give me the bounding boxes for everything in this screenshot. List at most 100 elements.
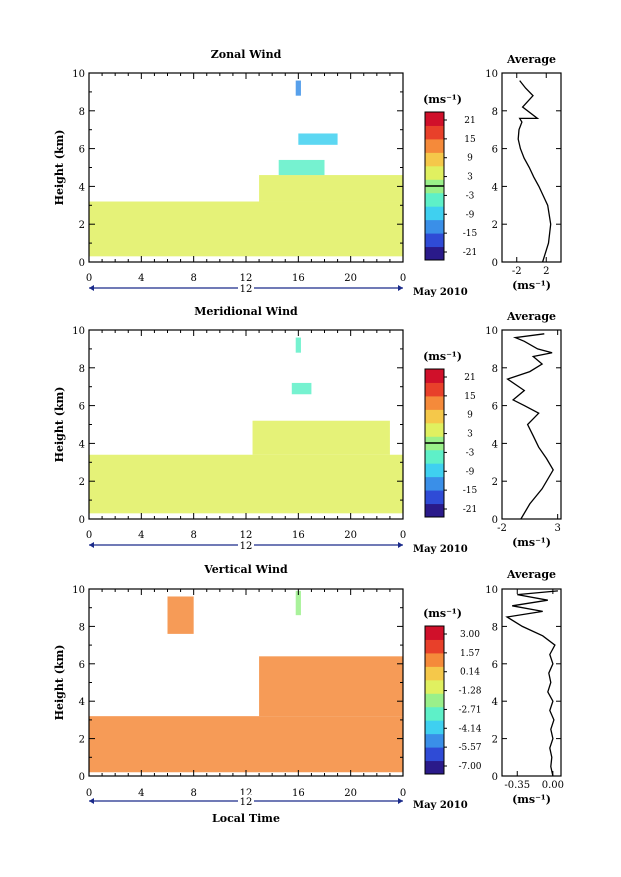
avg-x-tick-label: -2 [497,523,507,534]
avg-x-tick-label: 2 [543,266,549,277]
avg-y-tick-label: 10 [485,69,498,80]
avg-y-tick-label: 0 [492,515,498,526]
heatmap-cell [167,596,194,634]
avg-y-tick-label: 8 [492,107,498,118]
heatmap-cell [278,159,325,176]
colorbar-tick-label: 0.14 [460,668,480,678]
y-tick-label: 10 [72,326,85,337]
colorbar-swatch [425,463,444,478]
x-tick-label: 0 [86,530,92,541]
colorbar-tick-label: 1.57 [460,649,480,659]
month-label: May 2010 [413,544,468,555]
colorbar-swatch [425,760,444,775]
heatmap-cell [298,133,338,145]
heatmap-cell [89,716,403,773]
x-axis-label: Local Time [212,812,280,825]
x-tick-label: 16 [292,273,305,284]
y-tick-label: 2 [79,735,85,746]
colorbar-swatch [425,409,444,424]
y-tick-label: 4 [79,439,85,450]
colorbar-swatch [425,165,444,180]
date-label: 12 [240,797,253,808]
x-tick-label: 20 [344,788,357,799]
heatmap-cell [259,656,403,717]
avg-unit-label: (ms⁻¹) [512,536,551,549]
colorbar-unit: (ms⁻¹) [423,93,462,106]
x-tick-label: 12 [240,273,253,284]
avg-unit-label: (ms⁻¹) [512,793,551,806]
colorbar-swatch [425,720,444,735]
avg-y-tick-label: 4 [492,182,498,193]
y-tick-label: 6 [79,145,85,156]
y-tick-label: 8 [79,622,85,633]
colorbar-tick-label: -9 [466,467,475,477]
colorbar-swatch [425,395,444,410]
colorbar-tick-label: 15 [464,392,476,402]
date-bar-left-arrow [89,285,94,291]
month-label: May 2010 [413,287,468,298]
colorbar-swatch [425,693,444,708]
avg-y-tick-label: 4 [492,439,498,450]
colorbar-swatch [425,369,444,383]
avg-y-tick-label: 6 [492,402,498,413]
avg-y-tick-label: 0 [492,258,498,269]
avg-y-tick-label: 4 [492,697,498,708]
avg-y-tick-label: 8 [492,622,498,633]
x-tick-label: 20 [344,273,357,284]
heatmap-cell [89,201,403,257]
average-frame [501,329,562,520]
x-tick-label: 12 [240,788,253,799]
x-tick-label: 0 [400,788,406,799]
x-tick-label: 0 [86,788,92,799]
avg-y-tick-label: 10 [485,326,498,337]
x-tick-label: 4 [138,273,144,284]
heatmap-cell [89,454,403,514]
colorbar-tick-label: -2.71 [458,705,481,715]
colorbar-tick-label: -3 [466,191,475,201]
colorbar-tick-label: 9 [467,154,473,164]
avg-y-tick-label: 2 [492,735,498,746]
x-tick-label: 8 [190,530,196,541]
avg-x-tick-label: 3 [554,523,560,534]
heatmap-title: Meridional Wind [194,305,298,318]
heatmap-cell [295,337,301,353]
colorbar-swatch [425,112,444,126]
average-title: Average [506,310,556,323]
x-tick-label: 4 [138,530,144,541]
colorbar-unit: (ms⁻¹) [423,607,462,620]
avg-x-tick-label: -2 [512,266,522,277]
average-profile-line [506,333,554,520]
x-tick-label: 4 [138,788,144,799]
colorbar-swatch [425,422,444,437]
colorbar-tick-label: 15 [464,135,476,145]
y-tick-label: 4 [79,697,85,708]
date-bar-right-arrow [398,285,403,291]
heatmap-cell [295,590,301,616]
colorbar-swatch [425,503,444,518]
colorbar-swatch [425,476,444,491]
colorbar-swatch [425,733,444,748]
average-profile-line [505,590,558,777]
heatmap-cell [295,80,301,96]
x-tick-label: 16 [292,788,305,799]
y-tick-label: 10 [72,69,85,80]
y-tick-label: 2 [79,477,85,488]
colorbar-swatch [425,639,444,654]
colorbar-tick-label: 3.00 [460,630,480,640]
average-title: Average [506,568,556,581]
average-title: Average [506,53,556,66]
average-frame [501,588,562,777]
colorbar-swatch [425,490,444,505]
colorbar-swatch [425,382,444,397]
colorbar-tick-label: 21 [464,373,475,383]
y-axis-label: Height (km) [53,645,66,721]
colorbar-swatch [425,219,444,234]
avg-y-tick-label: 0 [492,772,498,783]
avg-y-tick-label: 8 [492,364,498,375]
heatmap-cells [89,337,403,514]
colorbar-tick-label: -5.57 [458,743,481,753]
heatmap-cell [259,175,403,202]
y-tick-label: 0 [79,258,85,269]
date-label: 12 [240,284,253,295]
